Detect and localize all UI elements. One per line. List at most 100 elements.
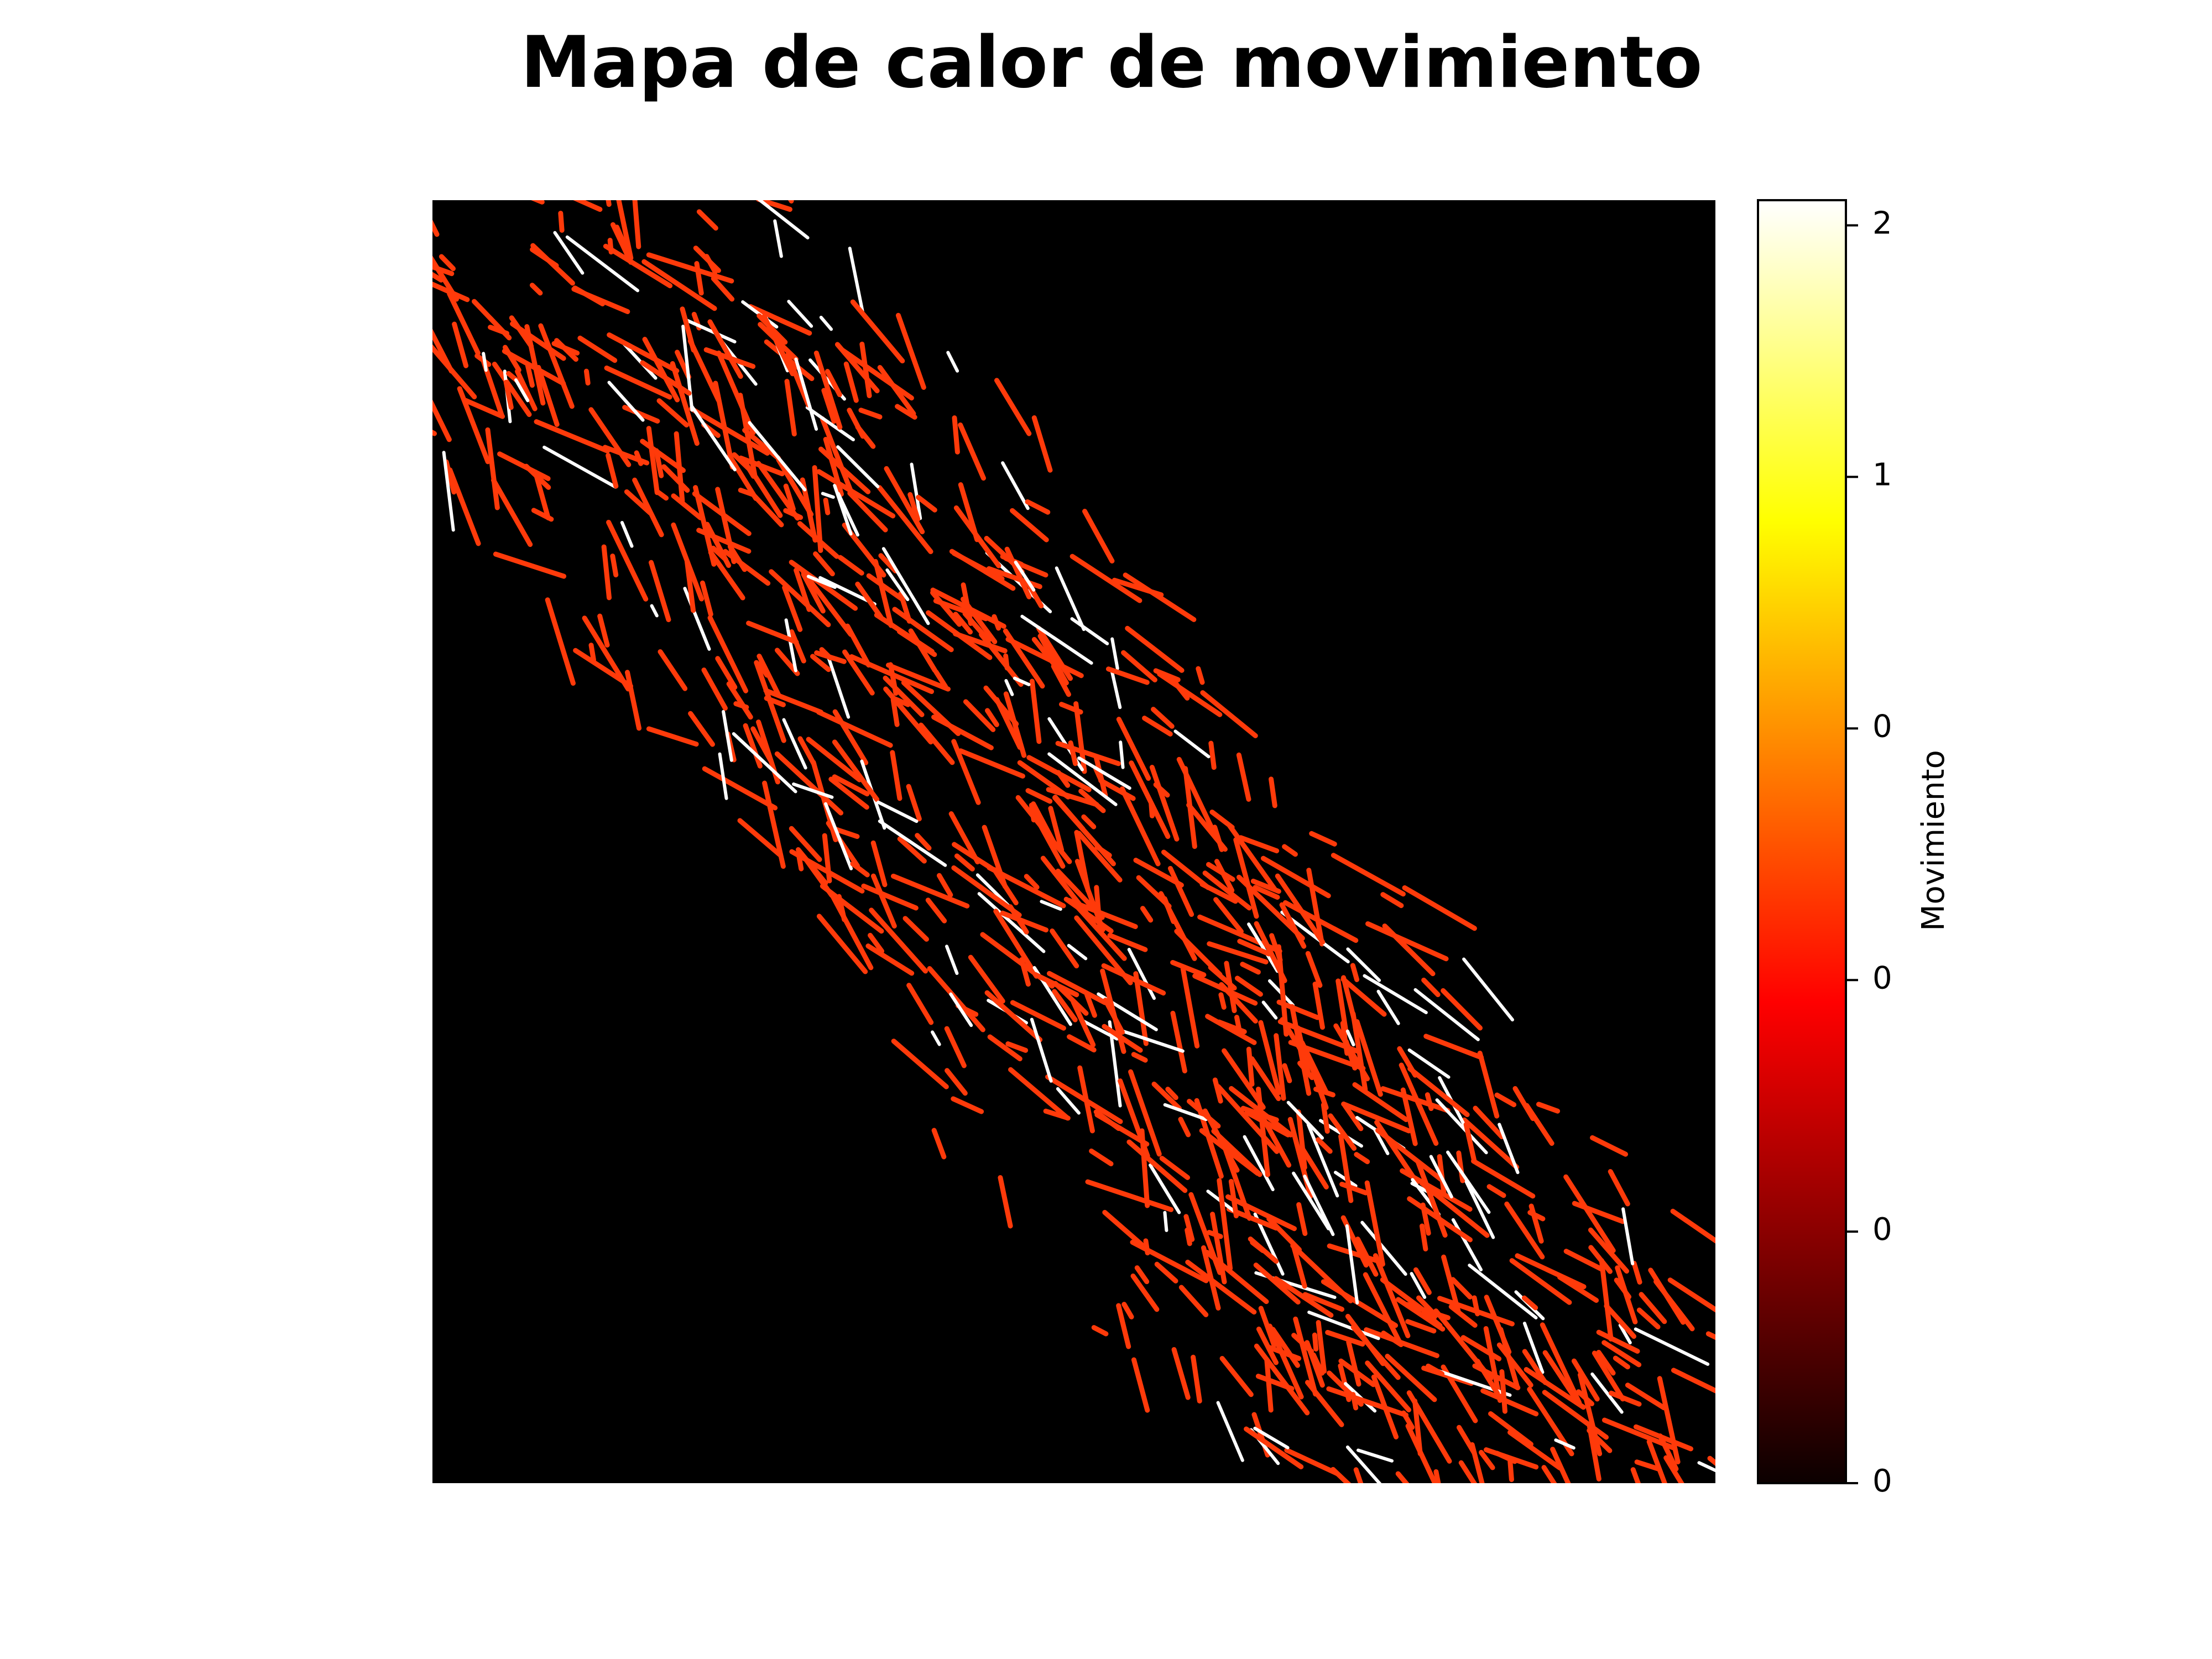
texture-stroke [1119,740,1125,769]
texture-stroke [1441,1254,1461,1313]
texture-stroke [525,363,535,388]
texture-stroke [1244,1110,1291,1138]
texture-stroke [1081,814,1097,830]
texture-stroke [1300,1040,1329,1095]
texture-stroke [1020,614,1093,665]
texture-stroke [1364,1180,1385,1267]
texture-stroke [1030,1018,1053,1083]
texture-stroke [1292,1171,1331,1230]
texture-stroke [789,560,858,611]
texture-stroke [1180,966,1200,1048]
texture-stroke [902,916,929,942]
texture-stroke [524,463,551,490]
texture-stroke [1494,1451,1517,1464]
texture-stroke [859,341,872,399]
texture-stroke [1380,1086,1451,1113]
texture-stroke [1590,1488,1611,1565]
texture-stroke [1550,1447,1571,1483]
texture-stroke [515,369,538,411]
texture-stroke [1300,1569,1356,1600]
texture-stroke [1596,1349,1616,1376]
texture-stroke [951,1096,984,1114]
texture-stroke [1133,858,1184,888]
texture-stroke [1173,729,1211,759]
texture-stroke [1361,1488,1388,1536]
texture-stroke [716,350,756,436]
texture-stroke [1078,789,1106,813]
texture-stroke [1341,975,1357,1021]
texture-stroke [1254,1343,1310,1416]
texture-stroke [1107,932,1148,952]
texture-stroke [610,554,619,578]
texture-stroke [1296,1109,1307,1170]
texture-stroke [756,200,792,212]
texture-stroke [1205,1014,1257,1045]
texture-stroke [737,818,782,858]
texture-stroke [1070,554,1142,603]
texture-stroke [1400,1087,1418,1146]
texture-stroke [1639,1292,1667,1324]
texture-stroke [1004,679,1014,696]
texture-stroke [1468,1548,1524,1613]
texture-stroke [1331,853,1406,897]
texture-stroke [933,669,948,690]
texture-stroke [1068,740,1078,766]
texture-stroke [1202,870,1252,911]
texture-stroke [1515,1253,1587,1290]
texture-stroke [348,229,363,293]
texture-stroke [656,398,689,428]
texture-stroke [892,607,954,653]
texture-stroke [1391,1554,1440,1593]
texture-stroke [1499,1369,1507,1414]
texture-stroke [1312,1332,1319,1352]
texture-stroke [878,553,898,573]
texture-stroke [1217,1178,1233,1271]
texture-stroke [949,549,1016,591]
texture-stroke [1143,1238,1150,1256]
texture-stroke [1084,992,1097,1018]
texture-stroke [1029,679,1042,744]
texture-stroke [707,319,743,379]
texture-stroke [773,219,783,258]
texture-stroke [1385,1354,1437,1402]
texture-stroke [1167,865,1194,917]
texture-stroke [1472,1295,1480,1317]
texture-stroke [1085,1179,1174,1212]
texture-stroke [1076,831,1123,883]
texture-stroke [1433,1469,1441,1483]
texture-stroke [733,701,749,710]
texture-stroke [452,321,469,368]
texture-stroke [1346,947,1381,982]
texture-stroke [1013,676,1031,686]
texture-stroke [828,776,869,810]
texture-stroke [457,143,494,160]
texture-stroke [1426,1363,1445,1376]
texture-stroke [1282,844,1298,857]
texture-stroke [806,737,862,782]
texture-stroke [1207,941,1269,964]
texture-stroke [1178,1285,1209,1317]
texture-stroke [1311,1352,1325,1376]
texture-stroke [1055,566,1086,632]
texture-stroke [1575,1389,1595,1406]
texture-stroke [573,200,603,212]
texture-stroke [1297,1502,1319,1555]
texture-stroke [1276,944,1289,1037]
texture-stroke [1542,1350,1579,1404]
texture-stroke [1185,1227,1192,1246]
heatmap-texture [348,143,1715,1613]
texture-stroke [1289,1004,1312,1096]
texture-stroke [701,667,728,711]
texture-stroke [447,291,481,356]
texture-stroke [850,861,870,878]
texture-stroke [1462,957,1514,1022]
texture-stroke [359,276,384,293]
texture-stroke [1441,1565,1480,1581]
texture-stroke [1371,1374,1399,1439]
texture-stroke [1253,885,1280,900]
texture-stroke [529,283,543,296]
texture-stroke [1048,806,1065,853]
texture-stroke [1293,1316,1318,1397]
texture-stroke [1429,1155,1453,1199]
texture-stroke [1350,963,1360,982]
